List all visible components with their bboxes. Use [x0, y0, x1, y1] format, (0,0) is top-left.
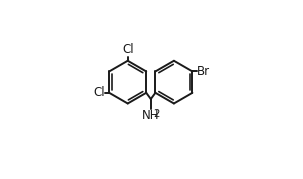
Text: Cl: Cl: [122, 43, 134, 56]
Text: Cl: Cl: [93, 86, 105, 99]
Text: NH: NH: [142, 109, 160, 122]
Text: 2: 2: [153, 109, 159, 119]
Text: Br: Br: [197, 65, 210, 78]
